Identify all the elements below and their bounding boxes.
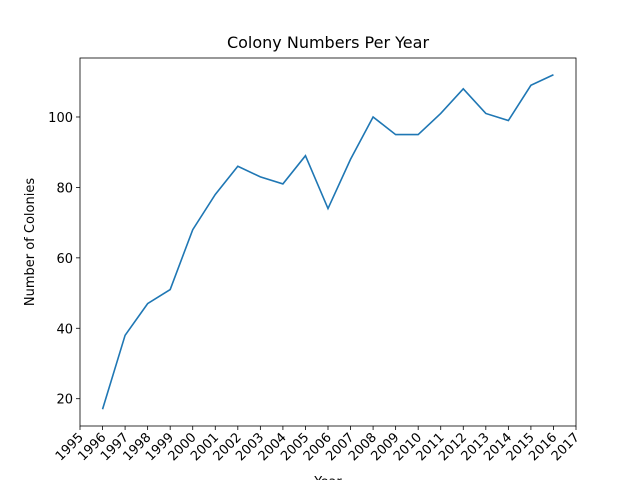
y-tick-label: 20 — [56, 393, 73, 408]
x-axis-label: Year — [313, 475, 342, 480]
chart-title: Colony Numbers Per Year — [227, 33, 429, 52]
data-line — [101, 74, 554, 410]
plot-frame — [79, 57, 577, 427]
y-tick-label: 60 — [56, 252, 73, 267]
y-tick-label: 100 — [48, 111, 73, 126]
y-tick-label: 40 — [56, 322, 73, 337]
y-axis-label: Number of Colonies — [23, 178, 38, 306]
y-tick-label: 80 — [56, 181, 73, 196]
